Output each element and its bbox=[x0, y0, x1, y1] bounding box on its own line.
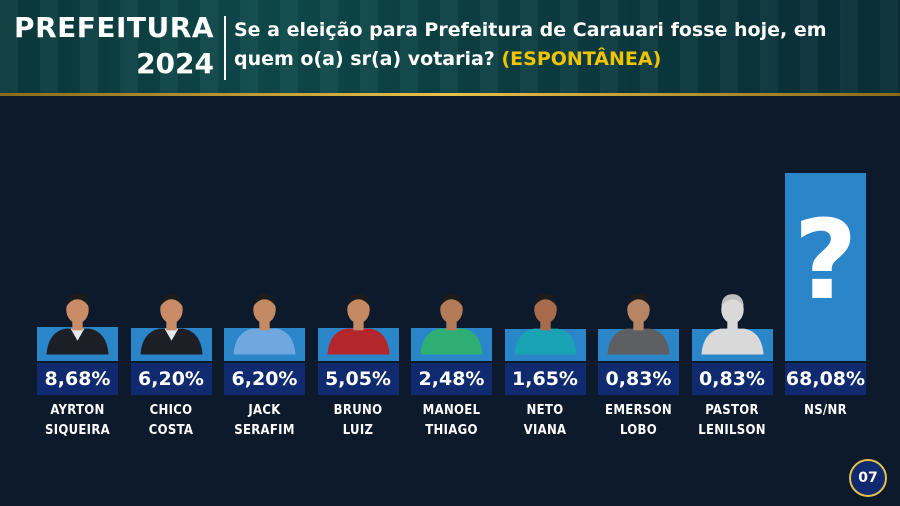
value-label-neto-viana: 1,65% bbox=[504, 363, 586, 395]
candidate-photo-ayrton-siqueira bbox=[43, 279, 112, 361]
bar-chart: 8,68% AYRTON SIQUEIRA 6,20% CHICO COSTA 6,20% J… bbox=[0, 96, 900, 506]
question-line-1: Se a eleição para Prefeitura de Carauari… bbox=[234, 19, 827, 41]
candidate-photo-jack-serafim bbox=[230, 279, 299, 361]
candidate-photo-bruno-luiz bbox=[324, 279, 393, 361]
candidate-photo-chico-costa bbox=[137, 279, 206, 361]
brand-line-2: 2024 bbox=[136, 47, 214, 80]
bar-ns-nr bbox=[785, 173, 866, 361]
category-label-ns-nr: NS/NR bbox=[804, 403, 847, 418]
survey-question: Se a eleição para Prefeitura de Carauari… bbox=[234, 16, 894, 74]
category-label-jack-serafim: JACK SERAFIM bbox=[234, 403, 295, 438]
question-highlight: (ESPONTÂNEA) bbox=[501, 48, 662, 70]
category-label-emerson-lobo: EMERSON LOBO bbox=[605, 403, 672, 438]
unknown-symbol-ns-nr: ? bbox=[793, 196, 858, 324]
candidate-photo-neto-viana bbox=[511, 279, 580, 361]
header-banner: PREFEITURA 2024 Se a eleição para Prefei… bbox=[0, 0, 900, 93]
header-divider bbox=[224, 16, 226, 80]
brand-line-1: PREFEITURA bbox=[14, 11, 214, 44]
value-label-pastor-lenilson: 0,83% bbox=[691, 363, 773, 395]
category-label-manoel-thiago: MANOEL THIAGO bbox=[422, 403, 481, 438]
candidate-photo-pastor-lenilson bbox=[698, 279, 767, 361]
value-label-ayrton-siqueira: 8,68% bbox=[37, 363, 118, 395]
value-label-manoel-thiago: 2,48% bbox=[411, 363, 492, 395]
category-label-chico-costa: CHICO COSTA bbox=[148, 403, 194, 438]
page-number-badge: 07 bbox=[849, 459, 887, 497]
category-label-ayrton-siqueira: AYRTON SIQUEIRA bbox=[44, 403, 110, 438]
question-line-2: quem o(a) sr(a) votaria? (ESPONTÂNEA) bbox=[234, 45, 894, 74]
candidate-photo-manoel-thiago bbox=[417, 279, 486, 361]
header-accent-line bbox=[0, 93, 900, 96]
value-label-emerson-lobo: 0,83% bbox=[598, 363, 679, 395]
value-label-chico-costa: 6,20% bbox=[130, 363, 212, 395]
category-label-pastor-lenilson: PASTOR LENILSON bbox=[698, 403, 766, 438]
value-label-bruno-luiz: 5,05% bbox=[317, 363, 399, 395]
value-label-jack-serafim: 6,20% bbox=[224, 363, 305, 395]
question-line-2-text: quem o(a) sr(a) votaria? bbox=[234, 48, 495, 70]
category-label-neto-viana: NETO VIANA bbox=[523, 403, 567, 438]
category-label-bruno-luiz: BRUNO LUIZ bbox=[333, 403, 383, 438]
brand-title: PREFEITURA 2024 bbox=[14, 10, 214, 82]
value-label-ns-nr: 68,08% bbox=[785, 363, 866, 395]
candidate-photo-emerson-lobo bbox=[604, 279, 673, 361]
